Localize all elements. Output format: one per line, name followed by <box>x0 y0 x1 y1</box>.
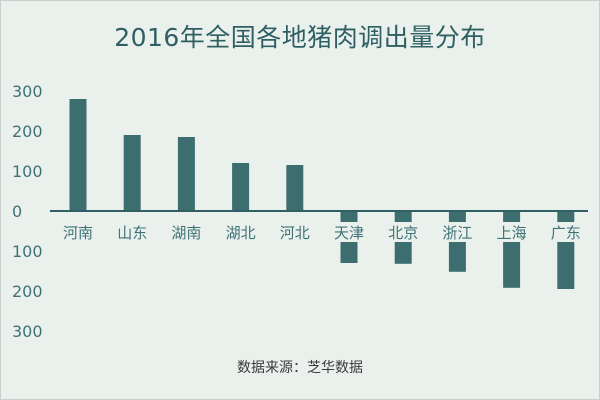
bar <box>557 242 575 289</box>
bar <box>340 242 358 263</box>
bar <box>286 165 304 211</box>
bar <box>503 211 521 222</box>
category-label: 湖南 <box>171 224 201 242</box>
bar <box>69 99 87 211</box>
bar <box>503 242 521 288</box>
category-label: 天津 <box>334 224 364 242</box>
bar <box>232 163 250 211</box>
category-label: 河南 <box>63 224 93 242</box>
y-tick-label: 200 <box>12 122 43 141</box>
y-tick-label: 100 <box>12 162 43 181</box>
y-tick-label: 200 <box>12 282 43 301</box>
category-label: 湖北 <box>226 224 256 242</box>
y-tick-label: 100 <box>12 242 43 261</box>
y-tick-label: 0 <box>12 202 22 221</box>
bar <box>394 242 412 264</box>
category-label: 北京 <box>388 224 418 242</box>
data-source-note: 数据来源：芝华数据 <box>237 360 363 376</box>
bar <box>394 211 412 222</box>
bar <box>177 137 195 211</box>
category-label: 山东 <box>117 224 147 242</box>
bar <box>557 211 575 222</box>
category-label: 广东 <box>551 224 581 242</box>
bar <box>448 242 466 272</box>
chart-title: 2016年全国各地猪肉调出量分布 <box>114 23 486 52</box>
y-tick-label: 300 <box>12 322 43 341</box>
y-tick-label: 300 <box>12 82 43 101</box>
bar <box>448 211 466 222</box>
category-label: 河北 <box>280 224 310 242</box>
bar <box>340 211 358 222</box>
bar <box>123 135 141 211</box>
category-label: 上海 <box>497 224 527 242</box>
category-label: 浙江 <box>442 224 472 242</box>
